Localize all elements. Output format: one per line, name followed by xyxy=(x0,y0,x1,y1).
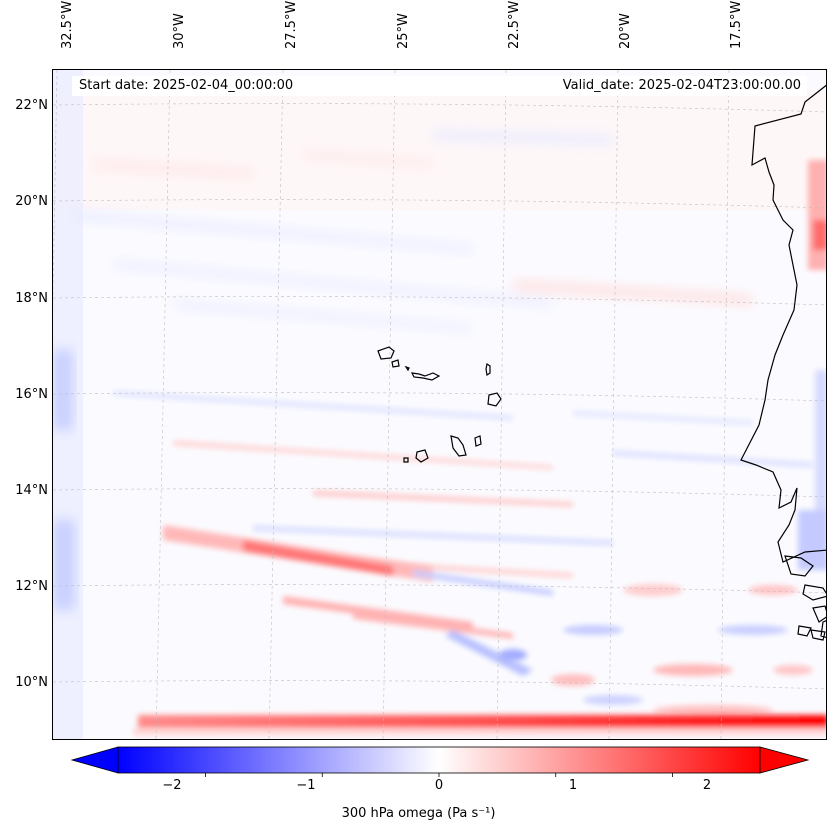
island-sao-vicente xyxy=(391,359,400,368)
omega-shading xyxy=(53,70,826,739)
island-santo-antao xyxy=(377,346,395,360)
lon-label-25w: 25°W xyxy=(396,13,411,49)
west-african-coastline xyxy=(740,84,826,641)
lat-label-22n: 22°N xyxy=(15,98,48,113)
colorbar-extend-max xyxy=(759,746,810,774)
island-santiago xyxy=(450,435,467,457)
colorbar xyxy=(70,746,810,777)
cape-verde-islands xyxy=(377,346,502,463)
colorbar-extend-min xyxy=(70,746,119,774)
island-sal xyxy=(485,363,491,377)
valid-date-label: Valid_date: 2025-02-04T23:00:00.00 xyxy=(562,78,801,93)
lon-label-30w: 30°W xyxy=(172,13,187,49)
lon-label-27.5w: 27.5°W xyxy=(284,0,299,49)
island-fogo xyxy=(415,449,429,463)
colorbar-label: 300 hPa omega (Pa s⁻¹) xyxy=(341,806,496,821)
island-boa-vista xyxy=(487,392,502,407)
island-maio xyxy=(474,435,482,447)
colorbar-tick-label: 2 xyxy=(702,778,712,793)
map-gridlines xyxy=(53,70,826,739)
island-brava xyxy=(403,457,409,463)
lon-label-17.5w: 17.5°W xyxy=(729,0,744,49)
lat-label-16n: 16°N xyxy=(15,387,48,402)
lat-label-18n: 18°N xyxy=(15,291,48,306)
date-header-background xyxy=(72,76,807,96)
colorbar-tick-label: 0 xyxy=(434,778,444,793)
lat-label-10n: 10°N xyxy=(15,675,48,690)
lat-label-14n: 14°N xyxy=(15,483,48,498)
colorbar-tick-label: 1 xyxy=(568,778,578,793)
lon-label-32.5w: 32.5°W xyxy=(60,0,75,49)
map-panel[interactable] xyxy=(52,69,827,740)
lon-label-20w: 20°W xyxy=(618,13,633,49)
lat-label-20n: 20°N xyxy=(15,194,48,209)
start-date-label: Start date: 2025-02-04_00:00:00 xyxy=(79,78,294,93)
lon-label-22.5w: 22.5°W xyxy=(507,0,522,49)
island-sao-nicolau xyxy=(410,372,441,381)
colorbar-body xyxy=(117,746,761,774)
colorbar-tick-label: −2 xyxy=(162,778,182,793)
island-santa-luzia xyxy=(404,365,410,372)
omega-field-map xyxy=(53,70,826,739)
lat-label-12n: 12°N xyxy=(15,579,48,594)
colorbar-tick-label: −1 xyxy=(296,778,316,793)
